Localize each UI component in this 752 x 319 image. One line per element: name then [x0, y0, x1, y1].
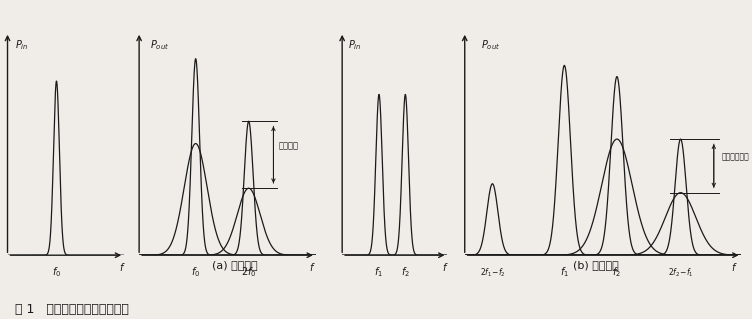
Text: $P_{out}$: $P_{out}$: [481, 39, 501, 52]
Text: f: f: [119, 263, 123, 273]
Text: $P_{in}$: $P_{in}$: [348, 39, 362, 52]
Text: $P_{in}$: $P_{in}$: [14, 39, 28, 52]
Text: $f_1$: $f_1$: [374, 265, 384, 279]
Text: $f_2$: $f_2$: [612, 265, 621, 279]
Text: $P_{out}$: $P_{out}$: [150, 39, 169, 52]
Text: $2f_2\!-\!f_1$: $2f_2\!-\!f_1$: [668, 266, 693, 279]
Text: $2f_1\!-\!f_2$: $2f_1\!-\!f_2$: [480, 266, 505, 279]
Text: $2f_0$: $2f_0$: [241, 265, 256, 279]
Text: 谐波抑制: 谐波抑制: [279, 141, 299, 150]
Text: f: f: [309, 263, 312, 273]
Text: $f_2$: $f_2$: [401, 265, 410, 279]
Text: 图 1   功率放大器的非线性失真: 图 1 功率放大器的非线性失真: [15, 303, 129, 316]
Text: $f_1$: $f_1$: [559, 265, 569, 279]
Text: (a) 谐波失真: (a) 谐波失真: [212, 260, 258, 270]
Text: 三阶交调抑制: 三阶交调抑制: [722, 152, 750, 161]
Text: $f_0$: $f_0$: [191, 265, 200, 279]
Text: f: f: [443, 263, 446, 273]
Text: $f_0$: $f_0$: [52, 265, 61, 279]
Text: f: f: [732, 263, 735, 273]
Text: (b) 交调失真: (b) 交调失真: [573, 260, 618, 270]
